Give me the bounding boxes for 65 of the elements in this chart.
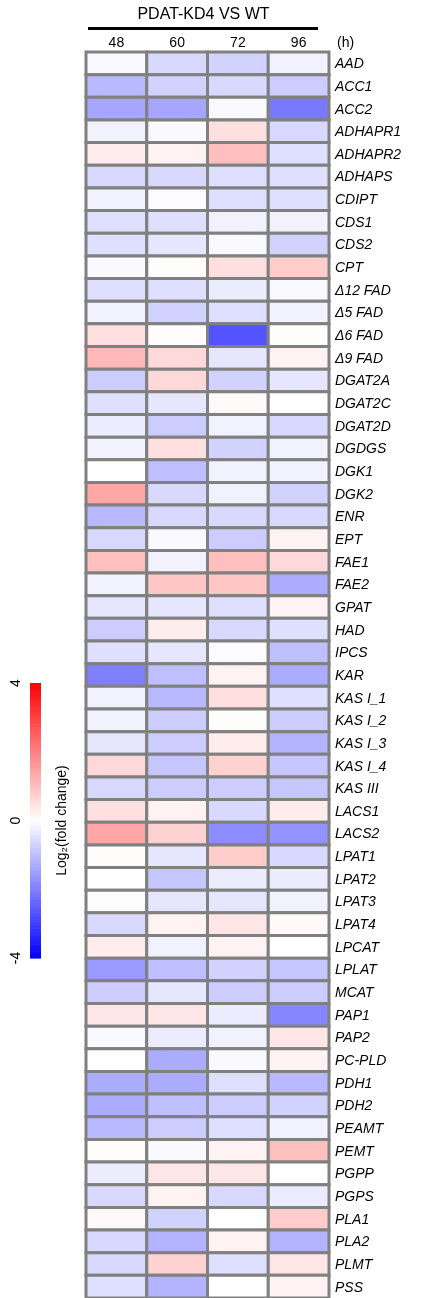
y-tick-label: ENR [335,508,365,525]
y-tick-label: DGAT2C [335,395,392,412]
y-tick-label: LPAT4 [335,916,376,933]
color-bar-label: 4 [6,678,23,687]
y-tick-label: DGDGS [335,440,387,457]
chart-title: PDAT-KD4 VS WT [137,5,270,22]
y-tick-label: PDH2 [335,1097,373,1114]
y-tick-label: KAR [335,666,364,683]
y-tick-label: PLA1 [335,1210,370,1227]
y-tick-label: PAP1 [335,1006,370,1023]
y-tick-label: LPAT2 [335,870,376,887]
y-tick-label: ACC1 [334,77,373,94]
color-bar-title: Log₂(fold change) [52,765,69,876]
y-tick-label: DGAT2D [335,417,391,434]
y-tick-label: FAE1 [335,553,369,570]
color-bar-label: 0 [6,816,23,825]
y-tick-label: Δ9 FAD [334,349,384,366]
y-tick-label: LPAT3 [335,893,376,910]
y-tick-label: DGK2 [335,485,374,502]
y-tick-label: ADHAPS [334,168,394,185]
y-tick-label: KAS I_2 [335,712,387,729]
y-tick-label: Δ12 FAD [334,281,391,298]
color-bar-label: -4 [6,951,23,965]
y-tick-label: KAS III [335,780,379,797]
y-tick-label: Δ6 FAD [334,327,384,344]
y-tick-label: PLA2 [335,1233,370,1250]
y-tick-label: EPT [335,530,364,547]
y-tick-label: PEMT [335,1142,376,1159]
y-tick-label: KAS I_3 [335,734,387,751]
x-tick-label: 48 [108,34,125,50]
y-tick-label: FAE2 [335,576,370,593]
y-tick-label: LPAT1 [335,848,376,865]
y-tick-label: ADHAPR2 [334,145,402,162]
y-tick-label: PGPS [335,1187,375,1204]
y-tick-label: IPCS [335,644,369,661]
x-axis-title: (h) [337,34,355,50]
y-tick-label: PAP2 [335,1029,370,1046]
y-tick-label: PSS [335,1278,364,1295]
y-tick-label: Δ5 FAD [334,304,384,321]
y-tick-label: PEAMT [335,1119,385,1136]
y-tick-label: ACC2 [334,100,373,117]
y-tick-label: LPLAT [335,961,379,978]
y-tick-label: DGK1 [335,463,374,479]
y-tick-label: PLMT [335,1255,374,1272]
x-tick-label: 96 [290,34,307,50]
y-tick-label: LACS1 [335,802,380,819]
y-tick-label: PC-PLD [335,1052,387,1069]
y-tick-label: CDS1 [335,213,373,230]
y-tick-label: DGAT2A [335,372,390,389]
x-tick-label: 72 [230,34,246,50]
y-tick-label: CPT [335,259,365,276]
y-tick-label: CDS2 [335,236,373,253]
y-tick-label: LPCAT [335,938,381,955]
y-tick-label: AAD [334,55,364,72]
y-tick-label: LACS2 [335,825,380,842]
y-tick-label: GPAT [335,598,373,615]
y-tick-label: PDH1 [335,1074,373,1091]
y-tick-label: MCAT [335,984,376,1001]
y-tick-label: PGPP [335,1165,375,1182]
y-tick-label: CDIPT [335,191,379,208]
y-tick-label: ADHAPR1 [334,123,402,140]
y-tick-label: KAS I_1 [335,689,387,706]
y-tick-label: HAD [335,621,365,638]
y-tick-label: KAS I_4 [335,757,387,774]
x-tick-label: 60 [169,34,186,50]
